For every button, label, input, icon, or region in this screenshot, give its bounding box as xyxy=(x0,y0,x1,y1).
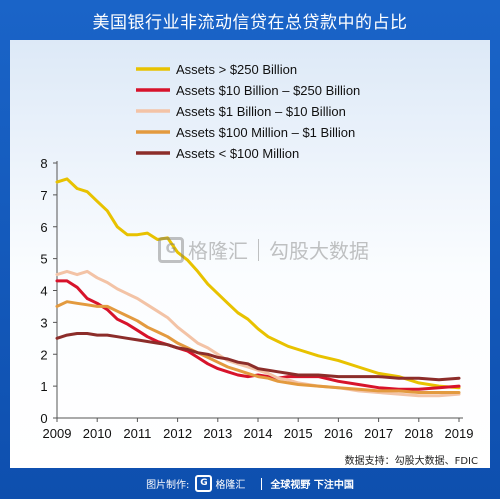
x-tick-label: 2012 xyxy=(163,426,192,441)
y-tick-label: 7 xyxy=(40,188,47,203)
series-line-2 xyxy=(55,279,461,391)
y-tick-label: 0 xyxy=(40,411,47,426)
x-tick-label: 2011 xyxy=(123,426,151,441)
watermark-logo-icon: G xyxy=(158,236,184,263)
y-tick-label: 3 xyxy=(40,315,47,330)
y-tick-label: 5 xyxy=(40,252,47,267)
y-tick-label: 2 xyxy=(40,347,47,362)
legend-label-5: Assets < $100 Million xyxy=(176,146,299,161)
x-tick-label: 2016 xyxy=(324,426,353,441)
x-tick-label: 2010 xyxy=(83,426,112,441)
x-tick-label: 2013 xyxy=(203,426,232,441)
footer-slogan: 全球视野 下注中国 xyxy=(270,480,354,491)
chart-panel: 0 1 2 3 4 5 6 7 8 2009 2010 2011 2012 2013 2014 2015 201… xyxy=(10,40,490,468)
footer-divider xyxy=(261,477,263,490)
legend-label-2: Assets $10 Billion – $250 Billion xyxy=(176,83,360,98)
watermark: G 格隆汇 勾股大数据 xyxy=(158,235,369,264)
footer-label: 图片制作: xyxy=(146,480,190,491)
y-tick-label: 6 xyxy=(40,220,47,235)
x-tick-label: 2009 xyxy=(43,426,72,441)
chart-title: 美国银行业非流动信贷在总贷款中的占比 xyxy=(92,12,408,33)
x-tick-label: 2015 xyxy=(284,426,313,441)
source-note: 数据支持：勾股大数据、FDIC xyxy=(344,456,478,467)
legend-label-4: Assets $100 Million – $1 Billion xyxy=(176,125,355,140)
y-tick-label: 1 xyxy=(40,379,47,394)
watermark-divider xyxy=(258,238,259,261)
series-line-4 xyxy=(55,300,461,394)
brand-logo-icon: G xyxy=(195,475,213,492)
legend-label-1: Assets > $250 Billion xyxy=(176,62,297,77)
x-tick-label: 2014 xyxy=(244,426,273,441)
x-tick-label: 2017 xyxy=(364,426,393,441)
y-tick-label: 8 xyxy=(40,156,47,171)
footer-brand: 格隆汇 xyxy=(215,480,246,491)
series-line-1 xyxy=(55,177,461,390)
y-tick-label: 4 xyxy=(40,284,47,299)
title-bar: 美国银行业非流动信贷在总贷款中的占比 xyxy=(0,0,500,40)
footer: 图片制作: G 格隆汇 全球视野 下注中国 xyxy=(0,468,500,499)
line-chart: 0 1 2 3 4 5 6 7 8 2009 2010 2011 2012 2013 2014 2015 201… xyxy=(40,62,474,441)
watermark-product: 勾股大数据 xyxy=(269,239,369,263)
x-tick-label: 2019 xyxy=(445,426,474,441)
x-tick-label: 2018 xyxy=(404,426,433,441)
legend-label-3: Assets $1 Billion – $10 Billion xyxy=(176,104,346,119)
footer-logo: G 格隆汇 xyxy=(195,475,245,492)
series-line-5 xyxy=(55,332,461,382)
watermark-brand: 格隆汇 xyxy=(188,239,248,263)
